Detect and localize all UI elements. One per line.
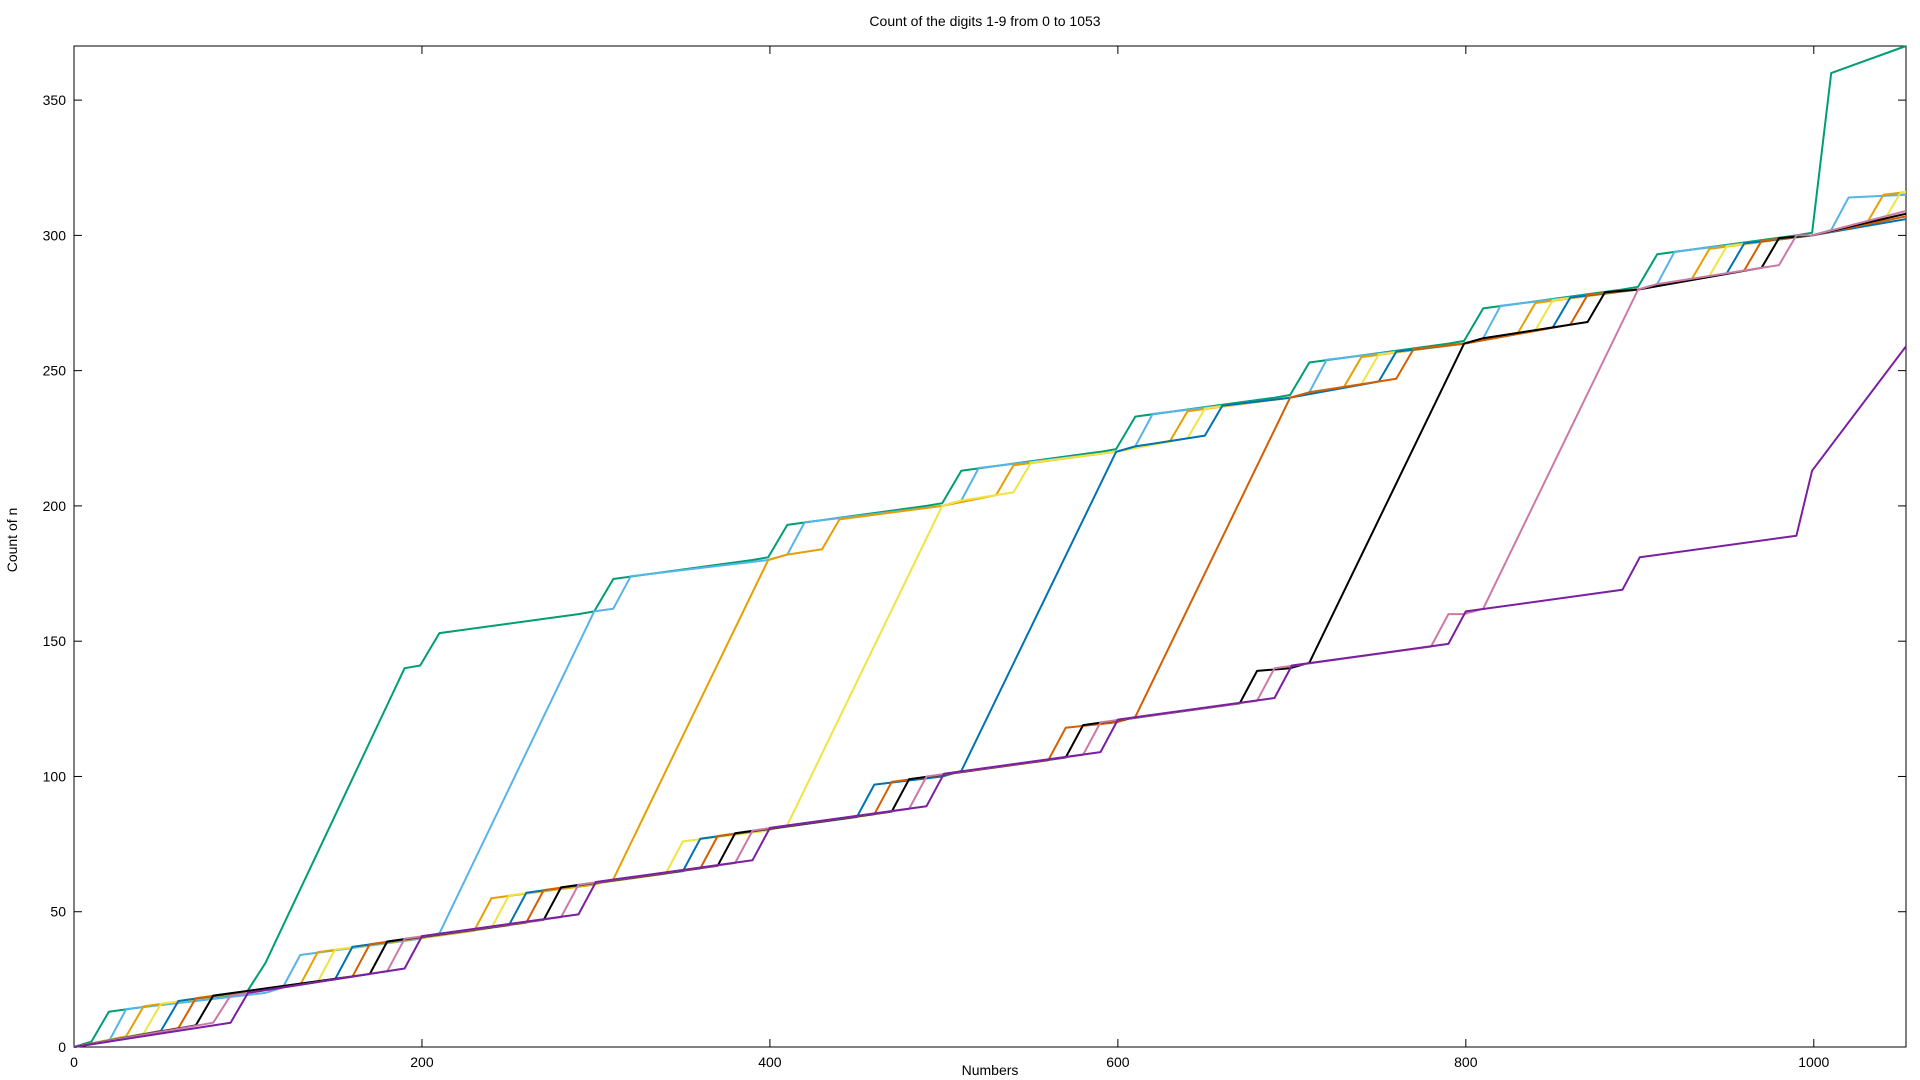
series-line-1 [73, 45, 1907, 1048]
y-tick-label: 300 [43, 227, 67, 243]
x-tick-label: 600 [1106, 1054, 1130, 1070]
y-tick-label: 100 [43, 768, 67, 784]
x-tick-label: 400 [758, 1054, 782, 1070]
x-axis-label: Numbers [962, 1062, 1019, 1078]
x-tick-label: 800 [1454, 1054, 1478, 1070]
x-tick-label: 0 [70, 1054, 78, 1070]
y-tick-label: 50 [50, 904, 66, 920]
series-line-2 [73, 193, 1907, 1048]
series-line-4 [73, 191, 1906, 1048]
x-tick-label: 1000 [1798, 1054, 1829, 1070]
x-tick-label: 200 [410, 1054, 434, 1070]
series-line-9 [73, 345, 1907, 1048]
series-line-7 [73, 212, 1907, 1048]
series-line-6 [73, 215, 1907, 1048]
y-tick-label: 0 [58, 1039, 66, 1055]
y-axis-label: Count of n [4, 508, 20, 573]
y-tick-label: 150 [43, 633, 67, 649]
y-tick-label: 250 [43, 363, 67, 379]
series-line-3 [73, 191, 1907, 1048]
axis-ticks: 0 200 400 600 800 1000 0 50 100 150 200 250 300 350 [43, 46, 1906, 1070]
y-tick-label: 350 [43, 92, 67, 108]
series-line-5 [73, 218, 1907, 1048]
chart-title: Count of the digits 1-9 from 0 to 1053 [869, 13, 1101, 29]
series-line-8 [73, 210, 1907, 1048]
series-group [73, 45, 1907, 1048]
y-tick-label: 200 [43, 498, 67, 514]
plot-frame [73, 45, 1907, 1048]
